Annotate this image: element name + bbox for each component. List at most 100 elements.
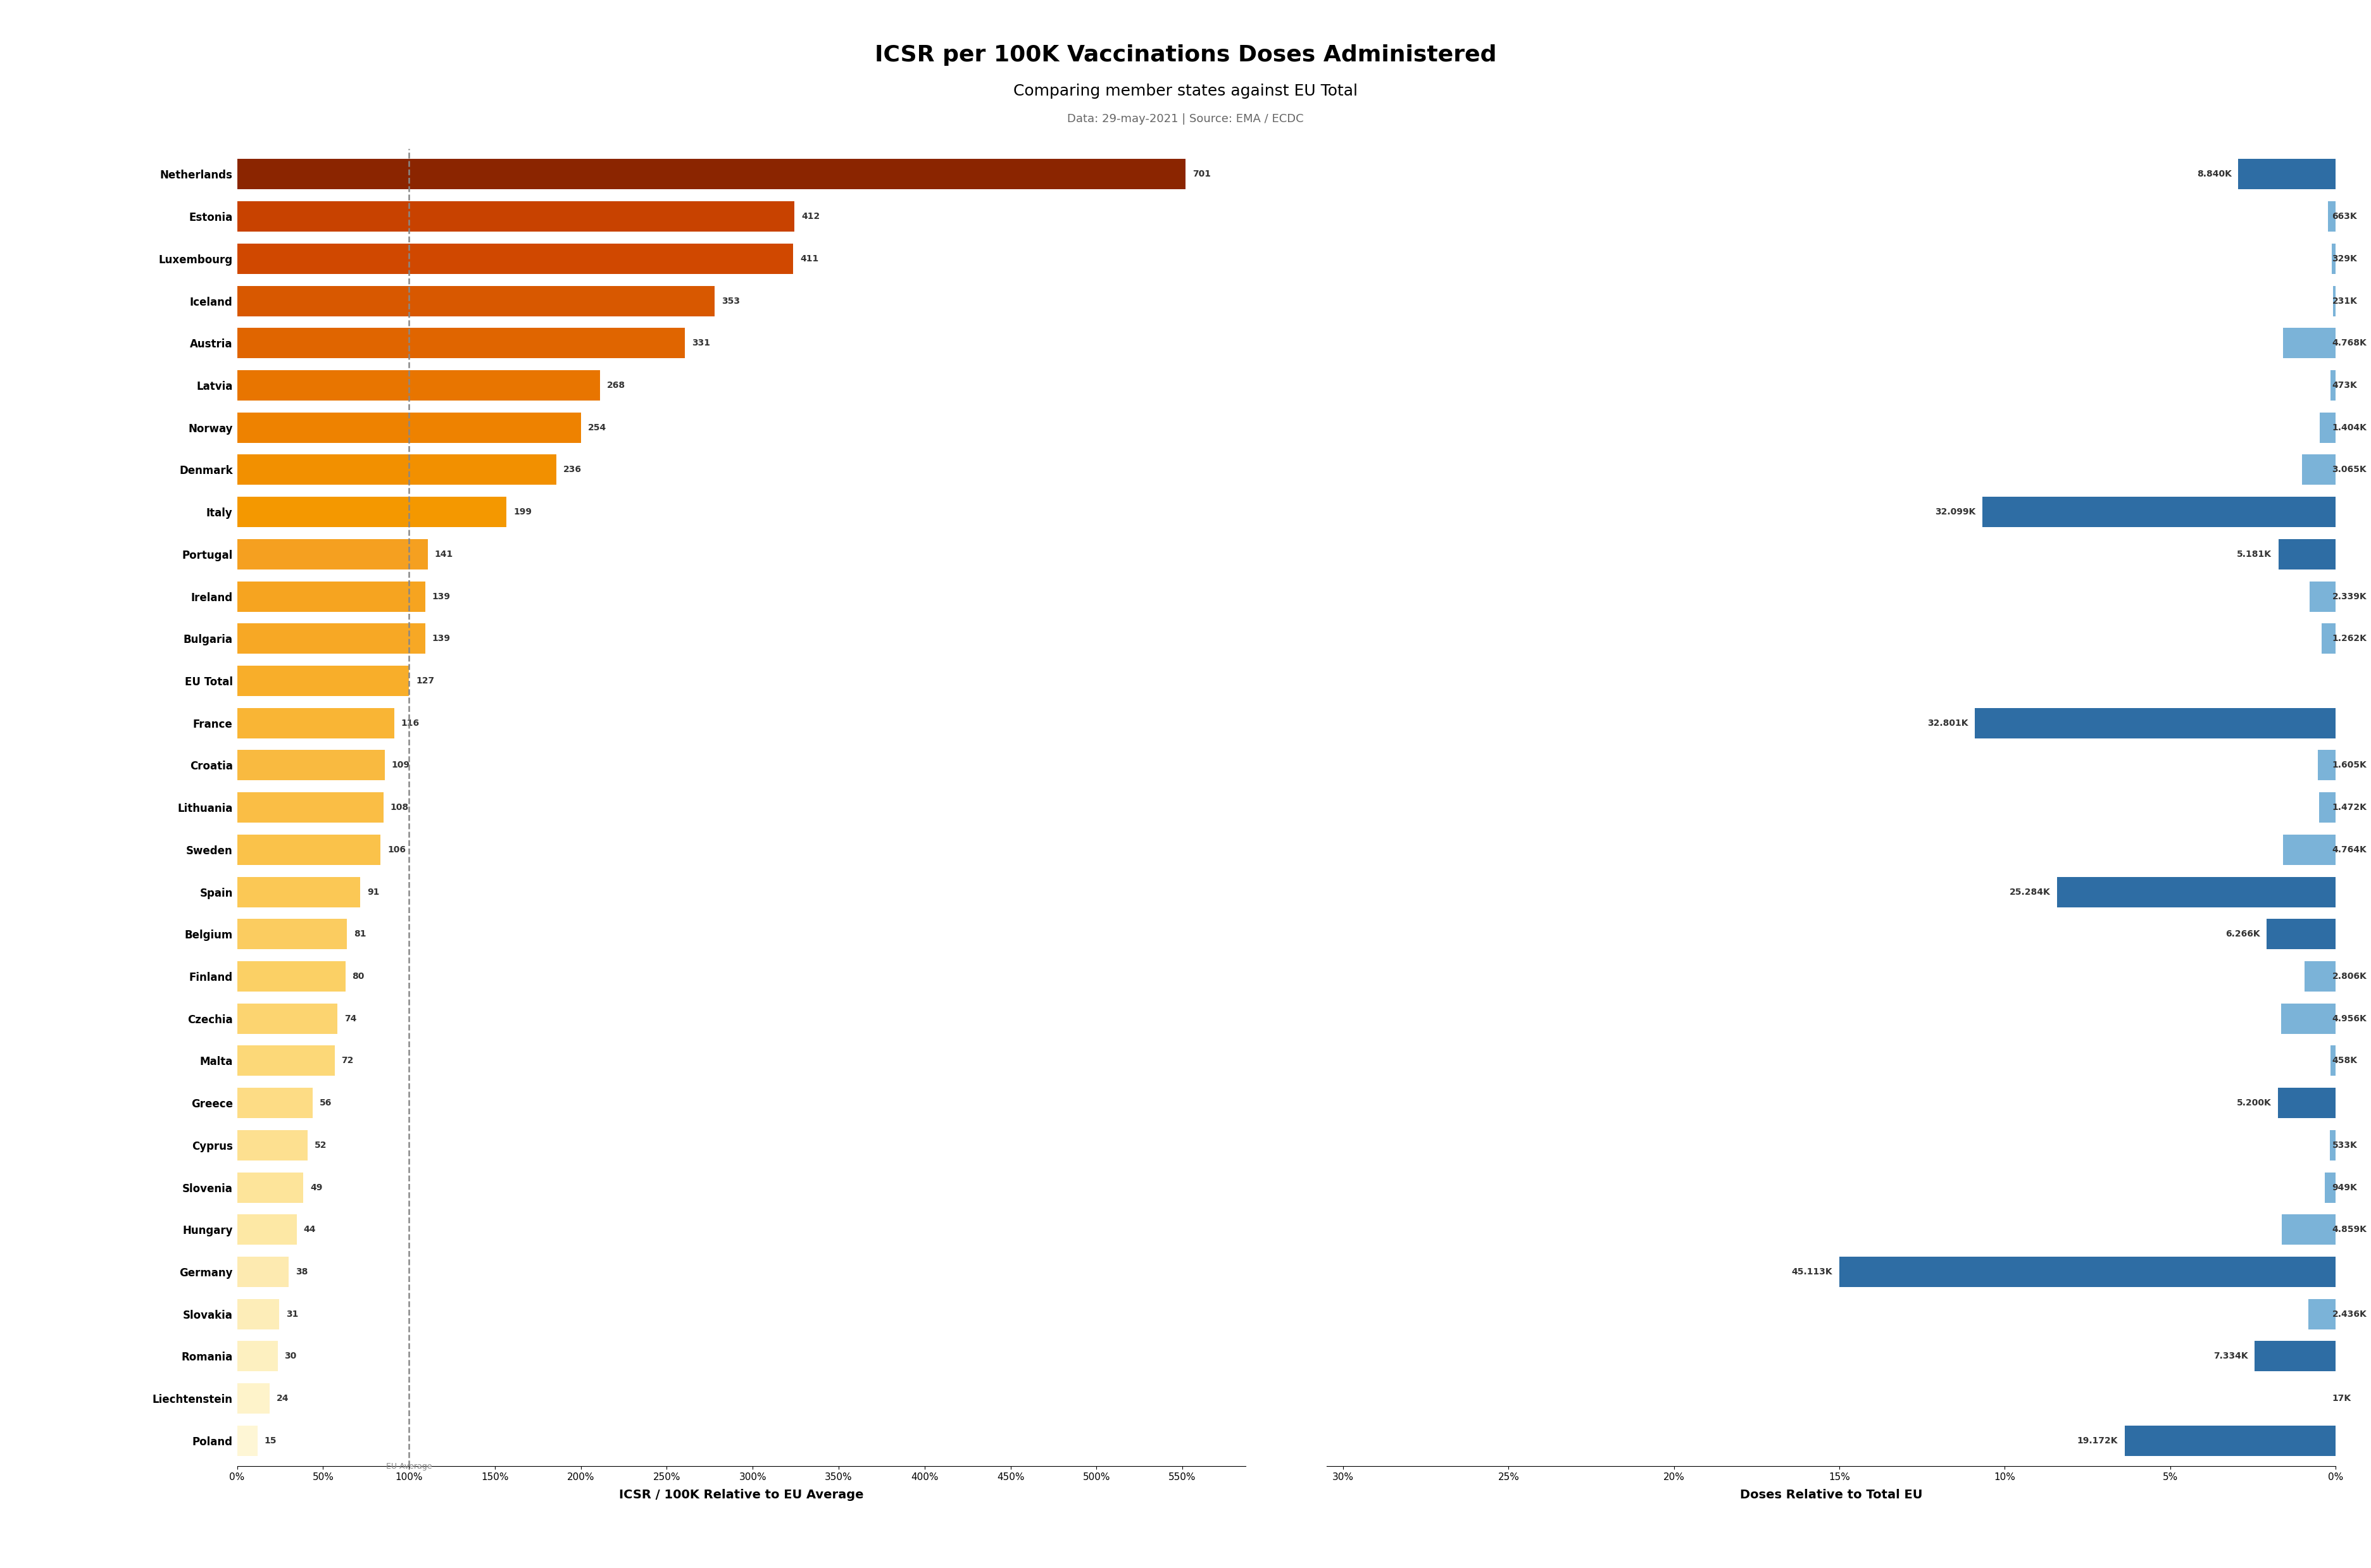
Text: 19.172K: 19.172K (2077, 1436, 2117, 1446)
Bar (2283, 328, 2335, 359)
Bar (237, 328, 685, 359)
Text: 231K: 231K (2333, 296, 2357, 306)
Text: 329K: 329K (2333, 254, 2357, 263)
Text: 353: 353 (721, 296, 740, 306)
Text: 30: 30 (285, 1352, 296, 1361)
Bar (237, 1088, 313, 1118)
Text: 91: 91 (368, 887, 379, 897)
Bar (237, 707, 394, 739)
Bar (2319, 750, 2335, 781)
Text: 44: 44 (303, 1225, 315, 1234)
Bar (2326, 1173, 2335, 1203)
Bar (237, 285, 714, 317)
Bar (237, 1341, 277, 1372)
Text: 473K: 473K (2333, 381, 2357, 390)
Bar (2124, 1425, 2335, 1457)
Bar (237, 1256, 289, 1287)
Bar (2333, 285, 2335, 317)
Bar (237, 792, 384, 823)
Bar (237, 158, 1186, 190)
Bar (2331, 1046, 2335, 1076)
Text: 74: 74 (344, 1014, 356, 1022)
Text: 109: 109 (391, 760, 410, 770)
Bar (237, 1046, 334, 1076)
Bar (237, 624, 424, 654)
Bar (1982, 497, 2335, 527)
Bar (237, 961, 346, 991)
Text: 1.404K: 1.404K (2333, 423, 2366, 433)
Bar (2328, 201, 2335, 232)
Text: 81: 81 (353, 930, 365, 939)
Text: 4.768K: 4.768K (2333, 339, 2366, 348)
Bar (237, 834, 382, 866)
Text: 25.284K: 25.284K (2011, 887, 2051, 897)
Text: 412: 412 (801, 212, 820, 221)
Text: 2.339K: 2.339K (2333, 593, 2366, 601)
Text: 254: 254 (588, 423, 607, 433)
Bar (1840, 1256, 2335, 1287)
Text: 45.113K: 45.113K (1792, 1267, 1833, 1276)
Text: Comparing member states against EU Total: Comparing member states against EU Total (1012, 83, 1359, 99)
Text: 1.262K: 1.262K (2333, 633, 2366, 643)
Text: 32.801K: 32.801K (1928, 718, 1968, 728)
Text: 5.200K: 5.200K (2236, 1099, 2271, 1107)
Text: Data: 29-may-2021 | Source: EMA / ECDC: Data: 29-may-2021 | Source: EMA / ECDC (1067, 113, 1304, 125)
Text: 108: 108 (391, 803, 408, 812)
X-axis label: ICSR / 100K Relative to EU Average: ICSR / 100K Relative to EU Average (619, 1488, 863, 1501)
Text: 15: 15 (263, 1436, 277, 1446)
Bar (2302, 455, 2335, 485)
Bar (2058, 877, 2335, 908)
Bar (2319, 412, 2335, 442)
Text: 24: 24 (277, 1394, 289, 1403)
Bar (237, 370, 600, 400)
Bar (237, 539, 427, 569)
Bar (2279, 1088, 2335, 1118)
Text: 116: 116 (401, 718, 420, 728)
Bar (2331, 370, 2335, 400)
Text: 268: 268 (607, 381, 626, 390)
Text: 56: 56 (320, 1099, 332, 1107)
Bar (237, 412, 581, 442)
Bar (237, 877, 360, 908)
Text: 3.065K: 3.065K (2333, 466, 2366, 474)
Bar (237, 1425, 258, 1457)
Text: 8.840K: 8.840K (2198, 169, 2231, 179)
X-axis label: Doses Relative to Total EU: Doses Relative to Total EU (1740, 1488, 1923, 1501)
Bar (237, 1298, 280, 1330)
Text: 5.181K: 5.181K (2236, 550, 2271, 558)
Text: 1.605K: 1.605K (2333, 760, 2366, 770)
Text: 1.472K: 1.472K (2333, 803, 2366, 812)
Bar (237, 243, 794, 274)
Text: 72: 72 (341, 1057, 353, 1065)
Text: 4.859K: 4.859K (2333, 1225, 2366, 1234)
Bar (237, 1383, 270, 1414)
Bar (2267, 919, 2335, 949)
Text: ICSR per 100K Vaccinations Doses Administered: ICSR per 100K Vaccinations Doses Adminis… (875, 44, 1496, 66)
Bar (237, 497, 507, 527)
Text: 331: 331 (692, 339, 711, 348)
Bar (237, 455, 557, 485)
Text: 7.334K: 7.334K (2215, 1352, 2248, 1361)
Bar (2283, 834, 2335, 866)
Text: 32.099K: 32.099K (1935, 508, 1975, 516)
Text: 80: 80 (353, 972, 365, 982)
Bar (2309, 582, 2335, 612)
Text: 31: 31 (287, 1309, 299, 1319)
Text: 4.956K: 4.956K (2333, 1014, 2366, 1022)
Text: 458K: 458K (2333, 1057, 2357, 1065)
Text: 2.806K: 2.806K (2333, 972, 2366, 982)
Text: 127: 127 (415, 676, 434, 685)
Bar (2331, 1131, 2335, 1160)
Bar (2331, 243, 2335, 274)
Text: 2.436K: 2.436K (2333, 1309, 2366, 1319)
Bar (237, 1131, 308, 1160)
Bar (2255, 1341, 2335, 1372)
Bar (237, 919, 346, 949)
Text: 52: 52 (315, 1142, 327, 1149)
Bar (2305, 961, 2335, 991)
Text: 949K: 949K (2333, 1182, 2357, 1192)
Bar (237, 582, 424, 612)
Text: 139: 139 (432, 593, 450, 601)
Bar (2279, 539, 2335, 569)
Text: 139: 139 (432, 633, 450, 643)
